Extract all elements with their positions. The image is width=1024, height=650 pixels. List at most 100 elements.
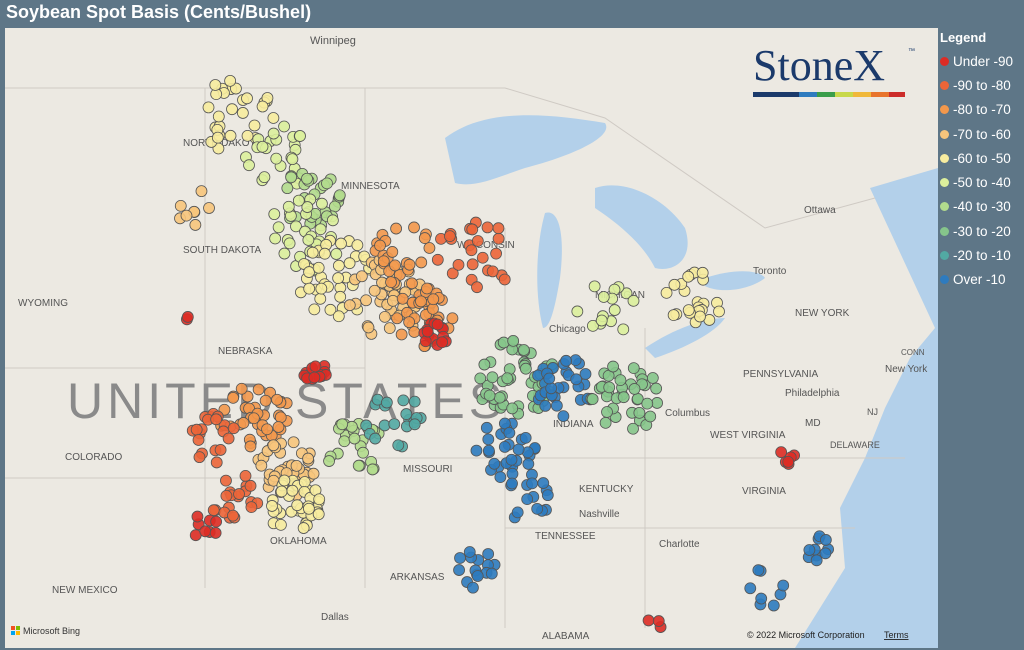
map-label: NEW YORK xyxy=(795,308,850,319)
elevator-point xyxy=(627,294,640,307)
terms-link[interactable]: Terms xyxy=(884,630,909,640)
elevator-point xyxy=(550,399,563,412)
map-label: ALABAMA xyxy=(542,631,590,642)
elevator-point xyxy=(285,171,298,184)
elevator-point xyxy=(617,391,630,404)
map-label: Nashville xyxy=(579,509,620,520)
elevator-point xyxy=(810,554,823,567)
elevator-point xyxy=(446,312,459,325)
legend-item[interactable]: -20 to -10 xyxy=(940,243,1024,267)
map-label: New York xyxy=(885,364,928,375)
elevator-point xyxy=(777,579,790,592)
legend-item[interactable]: -70 to -60 xyxy=(940,122,1024,146)
elevator-point xyxy=(278,474,291,487)
elevator-point xyxy=(599,416,612,429)
elevator-point xyxy=(314,292,327,305)
elevator-point xyxy=(421,282,433,295)
elevator-point xyxy=(587,319,599,332)
elevator-point xyxy=(360,294,372,307)
elevator-point xyxy=(466,223,479,236)
elevator-point xyxy=(351,239,364,252)
elevator-point xyxy=(357,446,369,459)
elevator-point xyxy=(227,391,240,404)
elevator-point xyxy=(275,518,287,531)
legend-label: -60 to -50 xyxy=(953,150,1011,166)
elevator-point xyxy=(174,199,187,212)
elevator-point xyxy=(333,189,346,202)
elevator-point xyxy=(369,432,382,445)
legend-item[interactable]: -40 to -30 xyxy=(940,195,1024,219)
legend-item[interactable]: Over -10 xyxy=(940,268,1024,292)
elevator-point xyxy=(498,417,511,430)
map-label: Dallas xyxy=(321,612,349,623)
legend-swatch xyxy=(940,56,949,66)
legend-label: Under -90 xyxy=(953,53,1014,69)
elevator-point xyxy=(505,453,518,466)
elevator-point xyxy=(694,310,706,323)
legend-item[interactable]: -50 to -40 xyxy=(940,170,1024,194)
elevator-point xyxy=(210,456,223,469)
elevator-point xyxy=(226,103,238,116)
elevator-point xyxy=(387,294,399,307)
elevator-point xyxy=(521,493,534,506)
elevator-point xyxy=(436,336,449,349)
elevator-point xyxy=(386,246,399,258)
elevator-point xyxy=(267,127,280,140)
elevator-point xyxy=(498,273,511,286)
legend-label: -80 to -70 xyxy=(953,102,1011,118)
legend-item[interactable]: Under -90 xyxy=(940,49,1024,73)
elevator-point xyxy=(471,570,484,582)
elevator-point xyxy=(343,257,356,270)
elevator-point xyxy=(294,130,306,142)
elevator-point xyxy=(256,140,269,153)
elevator-point xyxy=(431,318,444,331)
elevator-point xyxy=(377,255,390,268)
elevator-point xyxy=(586,393,599,405)
map-label: MD xyxy=(805,418,821,429)
elevator-point xyxy=(301,201,314,213)
elevator-point xyxy=(512,443,525,456)
legend-item[interactable]: -30 to -20 xyxy=(940,219,1024,243)
elevator-point xyxy=(506,477,518,490)
elevator-point xyxy=(313,493,326,506)
elevator-point xyxy=(267,112,280,124)
elevator-point xyxy=(307,467,320,480)
elevator-point xyxy=(478,358,491,371)
elevator-point xyxy=(374,239,386,252)
elevator-point xyxy=(803,544,816,556)
elevator-point xyxy=(614,374,627,387)
map: Winnipeg NORTH DAKOTA MINNESOTA SOUTH DAKOT… xyxy=(5,28,938,648)
map-label: CONN xyxy=(901,348,925,357)
elevator-point xyxy=(403,316,416,329)
map-label: MINNESOTA xyxy=(341,181,400,192)
elevator-point xyxy=(266,500,278,512)
elevator-point xyxy=(519,362,532,375)
elevator-point xyxy=(348,432,361,445)
elevator-point xyxy=(303,266,315,278)
elevator-point xyxy=(241,92,253,105)
elevator-point xyxy=(227,422,240,435)
elevator-point xyxy=(330,248,343,260)
elevator-point xyxy=(752,564,765,577)
legend-item[interactable]: -80 to -70 xyxy=(940,98,1024,122)
elevator-point xyxy=(298,476,311,488)
elevator-point xyxy=(303,502,315,515)
elevator-point xyxy=(302,234,315,246)
elevator-point xyxy=(338,435,351,448)
elevator-point xyxy=(241,129,254,142)
legend-item[interactable]: -90 to -80 xyxy=(940,73,1024,97)
elevator-point xyxy=(427,293,440,306)
elevator-point xyxy=(189,219,202,231)
elevator-point xyxy=(190,423,203,436)
elevator-point xyxy=(755,592,768,605)
elevator-point xyxy=(352,459,365,472)
elevator-point xyxy=(526,477,538,490)
elevator-point xyxy=(545,382,558,395)
elevator-point xyxy=(248,119,261,132)
map-label: MICHIGAN xyxy=(595,290,645,301)
elevator-point xyxy=(272,421,285,433)
legend-item[interactable]: -60 to -50 xyxy=(940,146,1024,170)
elevator-point xyxy=(281,182,294,195)
legend-swatch xyxy=(940,202,949,212)
